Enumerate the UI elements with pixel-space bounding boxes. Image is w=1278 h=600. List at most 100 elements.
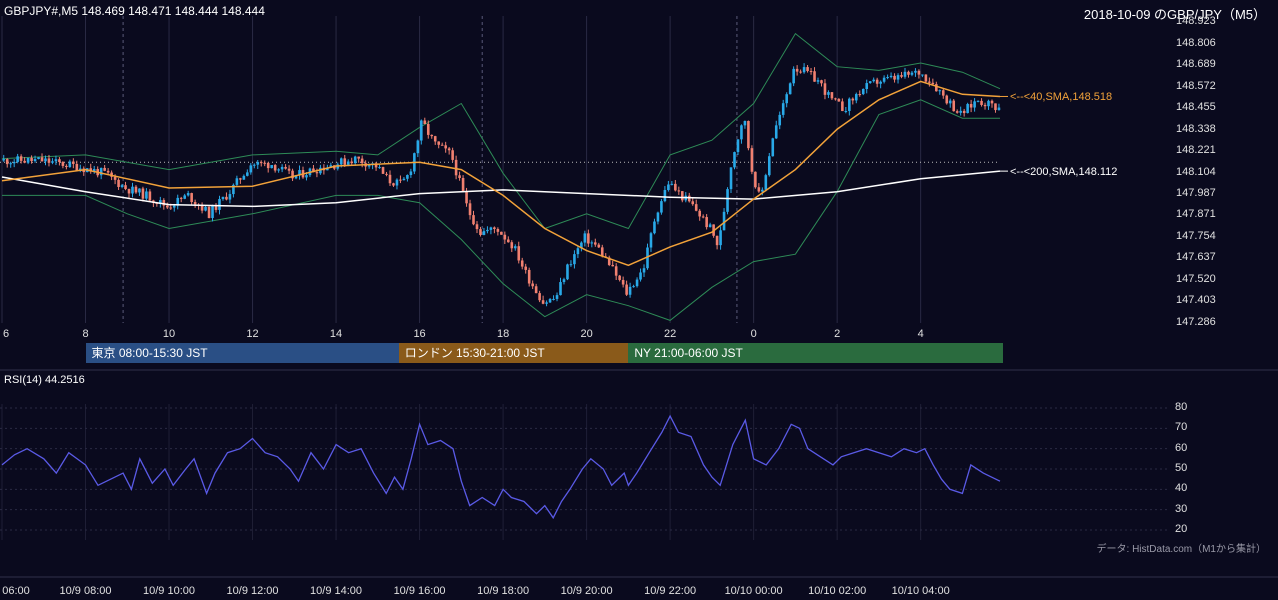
candle-bull (26, 157, 30, 163)
candle-bull (736, 139, 740, 153)
candle-bear (447, 148, 451, 151)
hour-tick-label: 0 (750, 328, 757, 340)
candle-bear (990, 100, 994, 104)
time-tick-label: 10/9 22:00 (644, 585, 697, 597)
candle-bear (148, 191, 152, 201)
time-tick-label: 10/10 02:00 (808, 585, 867, 597)
candle-bear (165, 205, 169, 208)
candle-bear (343, 158, 347, 165)
candle-bear (179, 197, 183, 199)
candle-bear (538, 293, 541, 301)
candle-bear (750, 148, 754, 172)
candle-bear (594, 242, 597, 245)
hour-tick-label: 20 (580, 328, 593, 340)
candle-bull (183, 195, 186, 199)
candle-bear (134, 186, 138, 193)
candle-bull (844, 110, 848, 112)
candle-bear (715, 235, 719, 246)
candle-bull (51, 161, 54, 163)
hour-tick-label: 4 (917, 328, 924, 340)
candle-bear (795, 68, 799, 72)
sma200-annotation: <--<200,SMA,148.112 (1010, 166, 1118, 178)
candle-bull (868, 81, 872, 84)
hour-tick-label: 10 (162, 328, 176, 340)
source-note: データ: HistData.com（M1から集計） (1096, 544, 1266, 555)
candle-bear (534, 286, 538, 294)
candle-bear (945, 95, 949, 104)
candle-bear (837, 98, 841, 102)
candle-bull (346, 161, 350, 165)
candle-bull (221, 196, 225, 200)
candle-bear (451, 150, 454, 160)
candle-bear (357, 156, 360, 159)
candle-bear (103, 167, 106, 171)
candle-bear (106, 170, 110, 173)
price-tick-label: 147.286 (1176, 316, 1216, 328)
candle-bull (176, 197, 180, 206)
candle-bull (92, 169, 96, 172)
candle-bear (465, 191, 468, 204)
candle-bull (959, 110, 962, 113)
time-tick-label: 10/9 16:00 (393, 585, 446, 597)
candle-bear (941, 90, 945, 96)
candle-bull (886, 77, 889, 79)
candle-bull (513, 246, 517, 249)
candle-bear (674, 183, 677, 191)
rsi-tick-label: 70 (1175, 421, 1188, 434)
candle-bull (172, 205, 176, 208)
time-tick-label: 10/9 12:00 (226, 585, 279, 597)
sma200-line (1, 170, 1001, 208)
price-tick-label: 148.806 (1176, 36, 1216, 49)
candle-bull (211, 205, 214, 218)
candle-bull (159, 200, 162, 204)
candle-bull (708, 224, 712, 228)
candle-bear (691, 201, 695, 205)
sma40-annotation: <--<40,SMA,148.518 (1010, 91, 1113, 103)
candle-bull (252, 164, 256, 166)
candle-bear (935, 84, 938, 92)
time-tick-label: 10/9 08:00 (59, 585, 112, 597)
candle-bear (618, 275, 621, 280)
candle-bull (573, 254, 576, 265)
candle-bull (914, 70, 917, 73)
candle-bull (882, 77, 886, 82)
candle-bear (141, 188, 145, 199)
candle-bear (113, 176, 117, 180)
candle-bull (722, 211, 726, 231)
candle-bull (576, 248, 580, 255)
candle-bull (270, 165, 273, 169)
rsi-tick-label: 80 (1175, 401, 1188, 413)
candle-bear (969, 104, 973, 108)
candle-bull (889, 75, 893, 78)
candle-bull (68, 161, 72, 168)
lower-band-line (2, 99, 1000, 321)
hour-tick-label: 2 (834, 328, 841, 340)
price-tick-label: 148.455 (1176, 101, 1216, 114)
candle-bull (552, 298, 555, 300)
candle-bear (479, 229, 482, 235)
candle-bear (500, 231, 503, 235)
candle-bull (580, 242, 583, 249)
price-tick-label: 148.923 (1176, 15, 1216, 27)
price-tick-label: 147.637 (1176, 251, 1216, 264)
session-block: ロンドン 15:30-21:00 JST (398, 343, 629, 363)
price-tick-label: 148.572 (1176, 79, 1216, 92)
price-tick-label: 147.520 (1176, 272, 1216, 285)
candle-bear (127, 189, 131, 194)
candle-bull (854, 94, 858, 101)
time-tick-label: 10/9 10:00 (143, 585, 196, 597)
candle-bull (778, 114, 782, 126)
candle-bull (719, 230, 722, 246)
candle-bull (204, 206, 207, 211)
candle-bull (729, 167, 733, 190)
candle-bear (259, 162, 263, 164)
candle-bear (5, 159, 9, 165)
candle-bull (235, 178, 239, 185)
candle-bull (656, 212, 660, 222)
candle-bear (527, 269, 531, 284)
time-tick-label: 10/9 14:00 (310, 585, 363, 597)
candle-bull (865, 83, 869, 89)
candle-bull (277, 169, 280, 171)
candle-bull (353, 156, 357, 164)
